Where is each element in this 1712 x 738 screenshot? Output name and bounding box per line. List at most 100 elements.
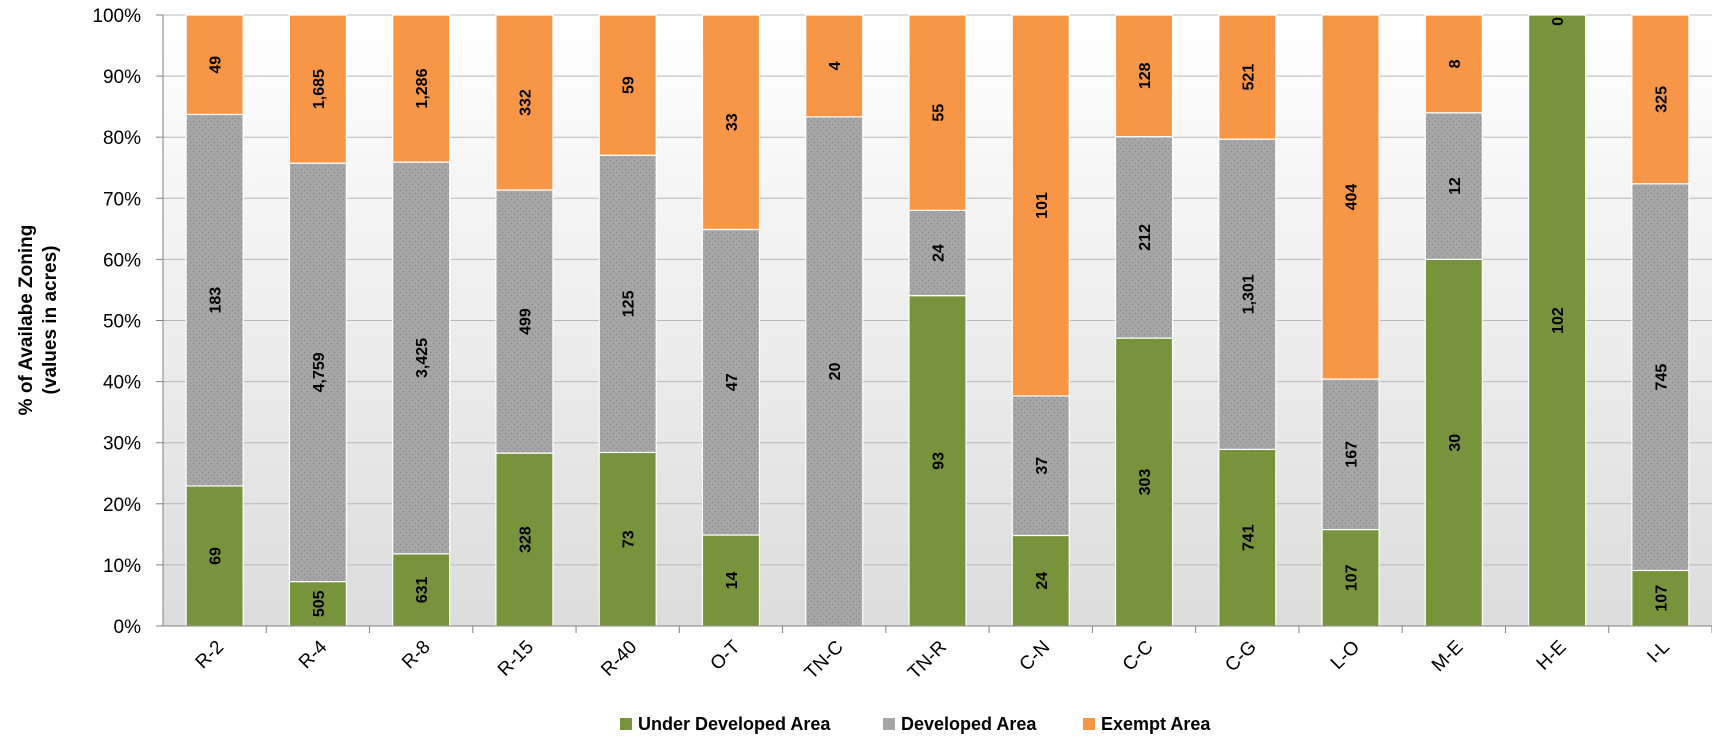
y-axis-title-line1: % of Availabe Zoning — [16, 225, 37, 416]
y-tick-label: 50% — [103, 312, 141, 333]
bar-segment — [1011, 14, 1070, 397]
bar-segment — [805, 14, 864, 118]
data-label: 73 — [621, 530, 638, 548]
bar-segment — [908, 14, 967, 211]
bar-segment — [701, 228, 761, 536]
bar-segment — [598, 14, 657, 156]
data-label: 521 — [1240, 64, 1257, 91]
data-label: 128 — [1137, 62, 1154, 89]
y-tick-label: 90% — [103, 67, 141, 88]
legend-label: Developed Area — [901, 714, 1037, 734]
data-label: 1,286 — [414, 68, 431, 108]
data-label: 101 — [1034, 192, 1051, 219]
data-label: 30 — [1447, 434, 1464, 452]
legend-swatch — [883, 718, 895, 730]
y-tick-label: 70% — [103, 189, 141, 210]
bar-segment — [1011, 395, 1070, 537]
data-label: 332 — [517, 89, 534, 116]
bar-segment — [392, 14, 451, 163]
bar-segment — [908, 295, 967, 627]
y-tick-label: 20% — [103, 495, 141, 516]
y-tick-label: 60% — [103, 250, 141, 271]
bar-segment — [1114, 337, 1174, 627]
legend-swatch — [1083, 718, 1095, 730]
y-tick-label: 10% — [103, 556, 141, 577]
bar-segment — [598, 154, 657, 454]
data-label: 47 — [724, 373, 741, 391]
x-tick-label: R-8 — [398, 637, 435, 674]
bar-segment — [495, 14, 554, 191]
data-label: 59 — [621, 76, 638, 94]
data-label: 24 — [931, 244, 948, 262]
bar-segment — [1114, 14, 1174, 138]
legend-swatch — [620, 718, 632, 730]
x-tick-label: C-G — [1221, 637, 1260, 676]
bar-segment — [1424, 112, 1483, 261]
data-label: 125 — [621, 290, 638, 317]
bar-segment — [185, 113, 244, 487]
data-label: 505 — [311, 590, 328, 617]
x-tick-label: O-T — [707, 636, 745, 674]
bar-segment — [392, 553, 451, 627]
legend-item: Exempt Area — [1083, 714, 1211, 734]
data-label: 24 — [1034, 572, 1051, 590]
data-label: 183 — [208, 287, 225, 314]
data-label: 0 — [1550, 17, 1567, 26]
data-label: 8 — [1447, 59, 1464, 68]
bar-segment — [1631, 14, 1690, 185]
data-label: 107 — [1653, 585, 1670, 612]
data-label: 303 — [1137, 469, 1154, 496]
y-tick-label: 0% — [114, 617, 142, 638]
y-tick-label: 80% — [103, 128, 141, 149]
bar-segment — [1321, 378, 1380, 531]
bar-segment — [701, 14, 761, 231]
bar-segment — [392, 161, 451, 555]
bar-segment — [1321, 528, 1380, 627]
bar-segment — [908, 209, 967, 297]
x-tick-label: R-15 — [494, 637, 538, 681]
bar-segment — [185, 14, 244, 116]
data-label: 212 — [1137, 224, 1154, 251]
data-label: 4 — [827, 61, 844, 70]
x-tick-label: R-40 — [597, 637, 641, 681]
data-label: 102 — [1550, 307, 1567, 334]
bar-segment — [1218, 138, 1277, 450]
data-label: 69 — [208, 547, 225, 565]
data-label: 631 — [414, 576, 431, 603]
y-tick-label: 30% — [103, 434, 141, 455]
data-label: 49 — [208, 56, 225, 74]
x-tick-label: TN-R — [904, 637, 951, 684]
bar-segment — [1218, 14, 1277, 140]
y-axis-title-line2: (values in acres) — [40, 246, 61, 395]
bar-segment — [185, 485, 244, 627]
legend-item: Developed Area — [883, 714, 1037, 734]
y-tick-label: 100% — [92, 6, 141, 27]
x-tick-label: H-E — [1533, 637, 1571, 675]
data-label: 93 — [931, 452, 948, 470]
x-tick-label: M-E — [1428, 637, 1467, 676]
bar-segment — [288, 162, 347, 583]
data-label: 33 — [724, 113, 741, 131]
data-label: 1,685 — [311, 69, 328, 109]
x-tick-label: R-4 — [295, 636, 332, 673]
data-label: 328 — [517, 526, 534, 553]
data-label: 499 — [517, 308, 534, 335]
data-label: 745 — [1653, 364, 1670, 391]
data-label: 37 — [1034, 457, 1051, 475]
data-label: 107 — [1344, 564, 1361, 591]
data-label: 20 — [827, 362, 844, 380]
x-tick-label: C-N — [1016, 637, 1055, 676]
x-tick-label: TN-C — [801, 637, 848, 684]
data-label: 741 — [1240, 524, 1257, 551]
legend-label: Exempt Area — [1101, 714, 1211, 734]
data-label: 55 — [931, 104, 948, 122]
x-tick-label: I-L — [1643, 637, 1674, 668]
x-tick-label: C-C — [1119, 637, 1158, 676]
x-tick-label: L-O — [1327, 637, 1364, 674]
bar-segment — [1631, 183, 1690, 572]
data-label: 404 — [1344, 184, 1361, 211]
data-label: 12 — [1447, 177, 1464, 195]
x-tick-label: R-2 — [192, 637, 229, 674]
